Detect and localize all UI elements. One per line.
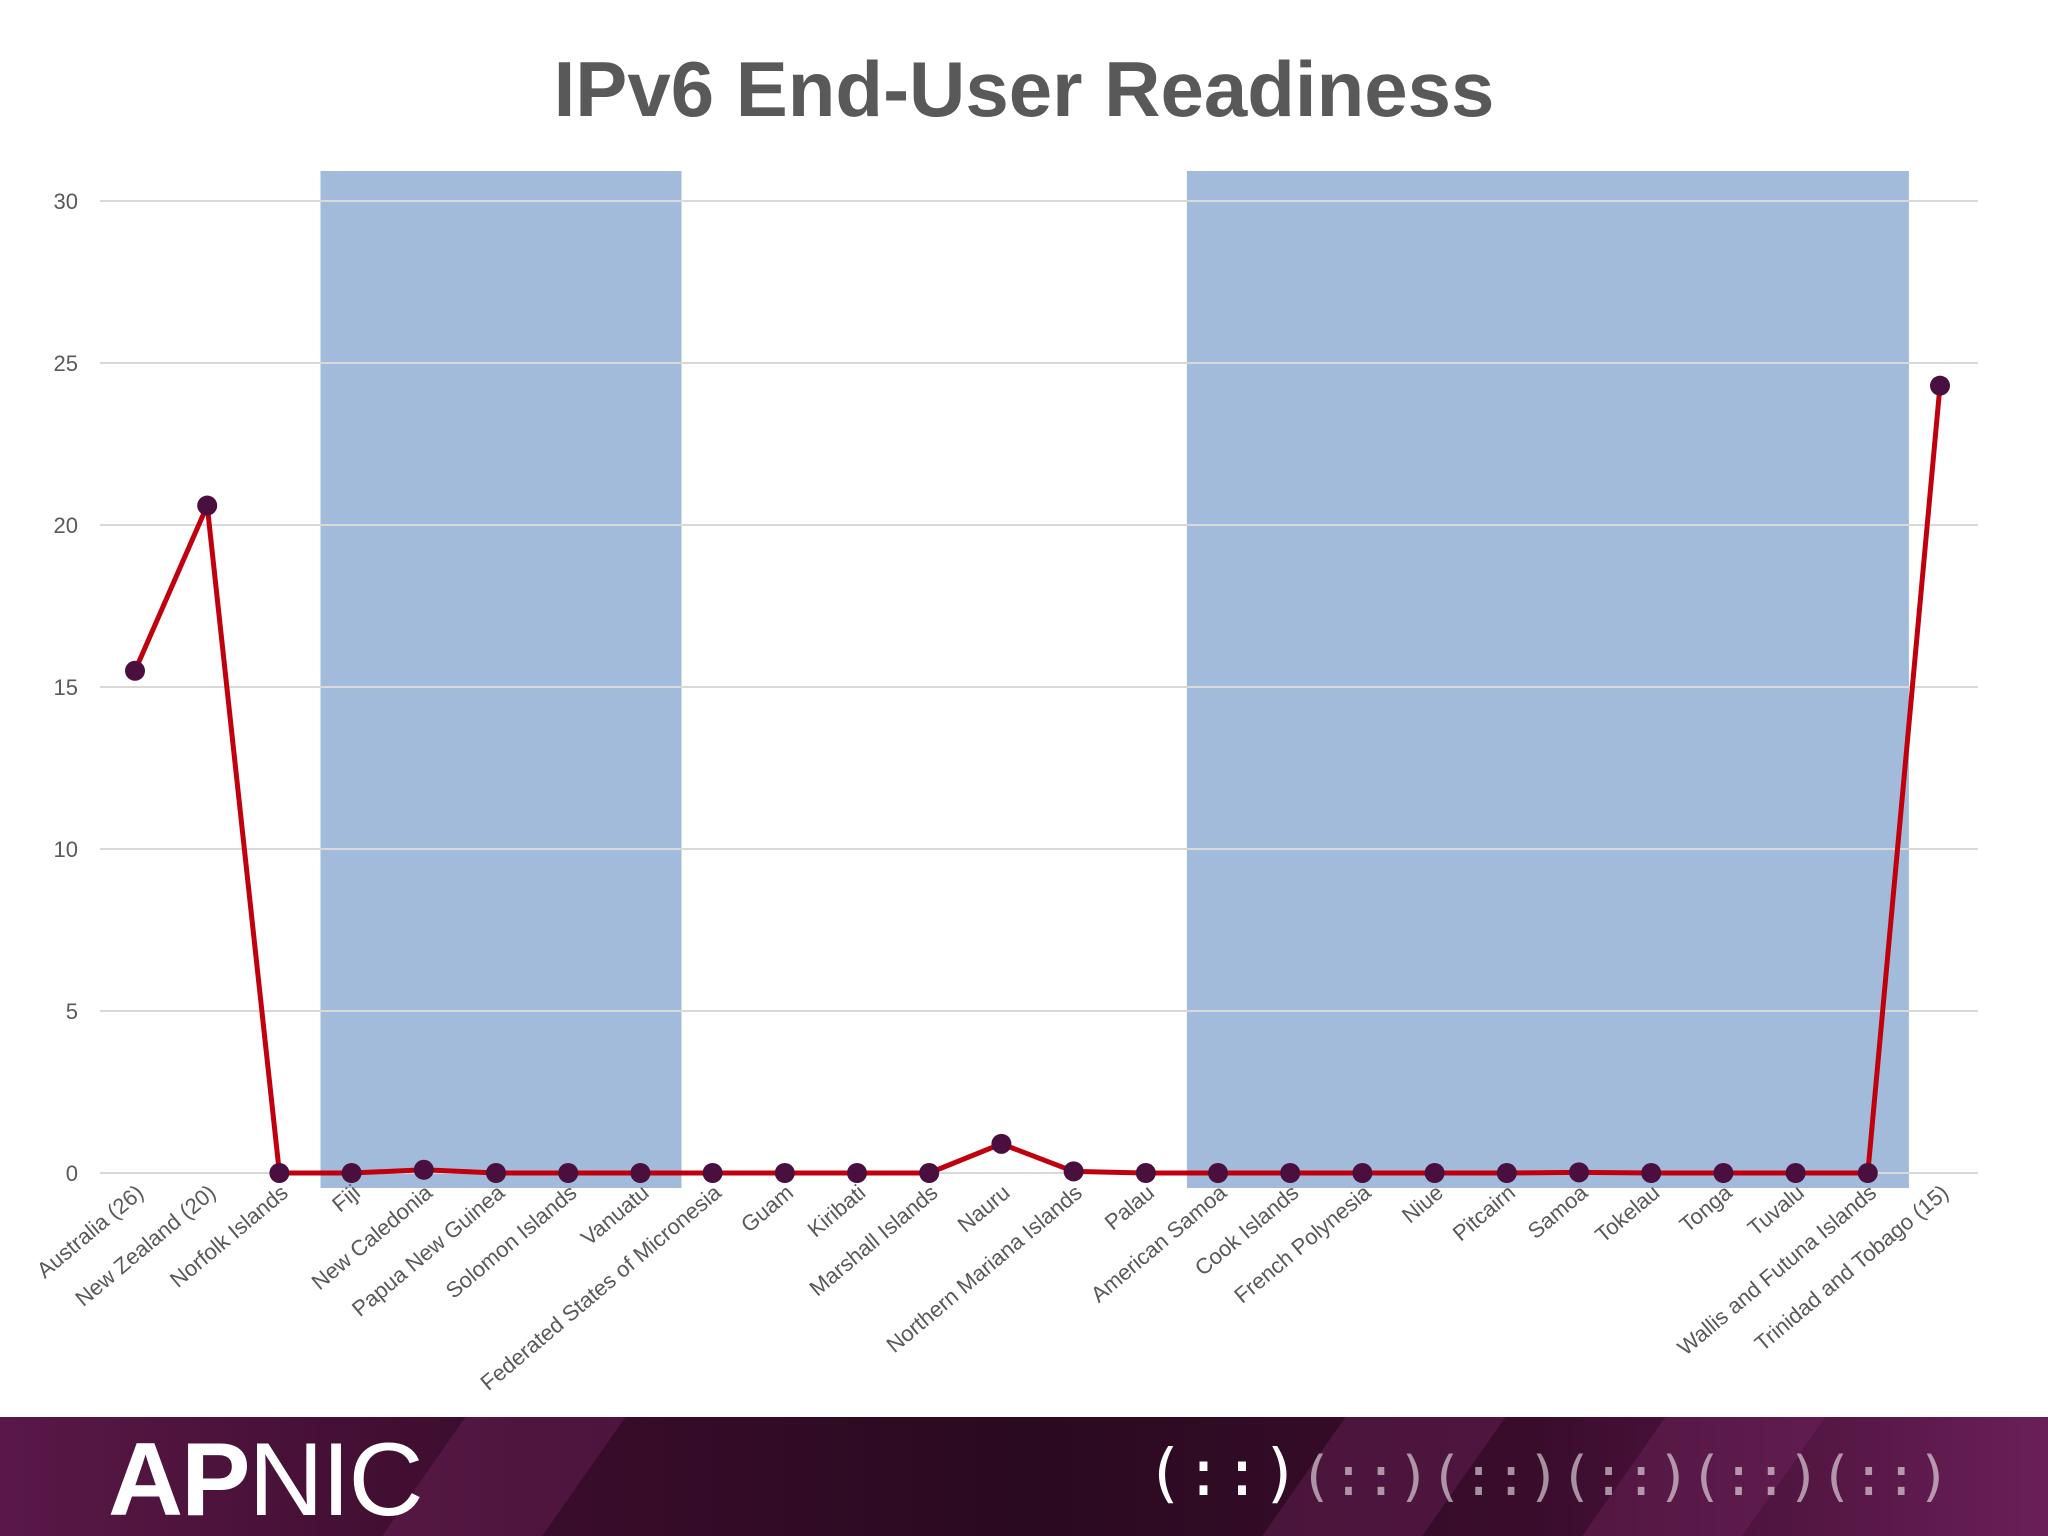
y-tick-label: 10: [54, 837, 78, 862]
x-tick-label: New Caledonia: [307, 1179, 438, 1295]
x-tick-label: Tuvalu: [1743, 1180, 1809, 1241]
x-tick-label: Samoa: [1523, 1179, 1593, 1243]
apnic-logo: APNIC: [108, 1422, 424, 1536]
data-point: [1857, 1163, 1878, 1183]
x-tick-label: Palau: [1100, 1180, 1159, 1235]
data-point: [1930, 375, 1950, 396]
data-point: [1424, 1163, 1445, 1183]
x-tick-label: Marshall Islands: [805, 1180, 943, 1301]
data-point: [125, 660, 145, 681]
x-tick-label: Pitcairn: [1448, 1180, 1520, 1246]
y-tick-label: 30: [54, 189, 78, 214]
y-tick-label: 25: [54, 351, 78, 376]
data-point: [702, 1163, 723, 1183]
x-tick-label: American Samoa: [1086, 1179, 1232, 1307]
data-point: [1352, 1163, 1373, 1183]
highlight-band-2: [1186, 171, 1909, 1188]
data-point: [413, 1159, 434, 1180]
ipv6-glyph-logo: (::)(::)(::)(::)(::)(::): [1145, 1437, 1950, 1511]
data-point: [1641, 1163, 1662, 1183]
x-tick-label: Kiribati: [803, 1180, 871, 1242]
data-point: [1785, 1163, 1806, 1183]
data-point: [1713, 1163, 1734, 1183]
data-point: [486, 1163, 506, 1183]
data-point: [774, 1163, 795, 1183]
y-tick-label: 15: [54, 675, 78, 700]
data-point: [341, 1163, 362, 1183]
data-point: [1280, 1163, 1301, 1183]
y-tick-label: 5: [66, 999, 78, 1024]
series-line: [132, 385, 1943, 1176]
data-point: [1496, 1163, 1517, 1183]
page-title: IPv6 End-User Readiness: [553, 45, 1495, 133]
data-point: [1569, 1162, 1589, 1183]
data-point: [991, 1133, 1012, 1154]
data-point: [630, 1163, 651, 1183]
data-point: [558, 1163, 579, 1183]
data-point: [1208, 1163, 1228, 1183]
data-point: [197, 495, 218, 516]
x-tick-label: Solomon Islands: [441, 1180, 582, 1304]
x-tick-label: Nauru: [953, 1180, 1015, 1238]
highlight-band-1: [320, 171, 682, 1188]
y-tick-label: 0: [66, 1161, 78, 1186]
y-tick-label: 20: [54, 513, 78, 538]
data-point: [1063, 1161, 1084, 1182]
data-point: [847, 1163, 867, 1183]
x-tick-label: Guam: [736, 1180, 798, 1238]
data-point: [919, 1163, 940, 1183]
footer-banner: APNIC (::)(::)(::)(::)(::)(::): [0, 1417, 2048, 1536]
data-point: [1135, 1163, 1156, 1183]
x-tick-label: Tokelau: [1590, 1180, 1664, 1248]
data-point: [269, 1163, 290, 1183]
